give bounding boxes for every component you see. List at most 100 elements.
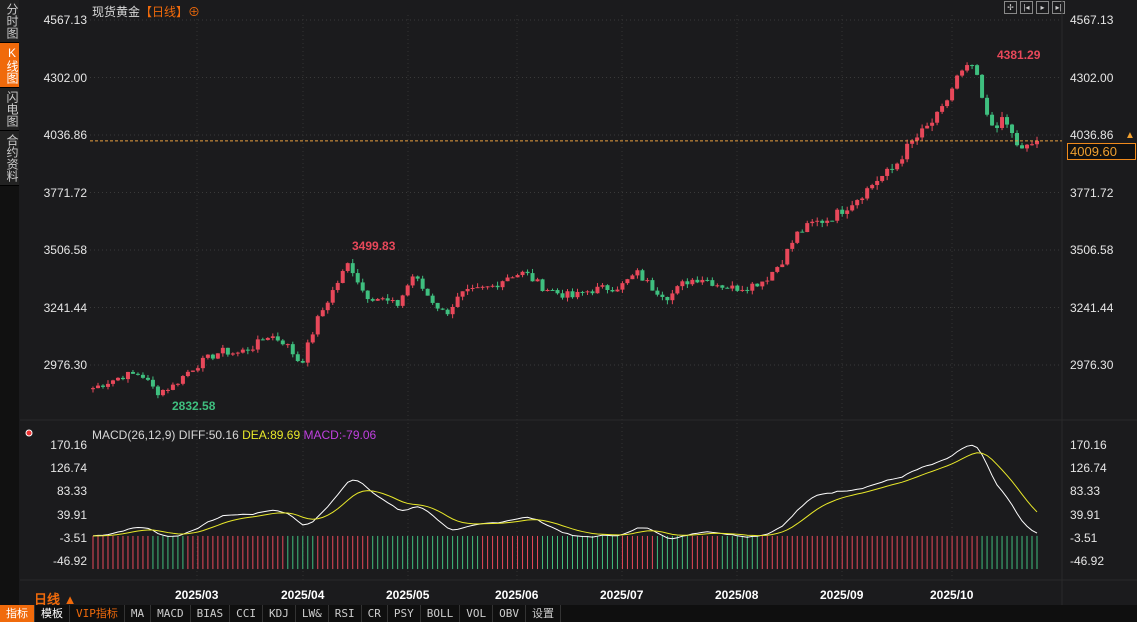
candle-body (430, 295, 435, 303)
toolbar-item-1[interactable]: 模板 (35, 605, 70, 622)
candle-body (560, 293, 565, 298)
candle-body (320, 310, 325, 317)
candle-body (415, 276, 420, 279)
candle-body (945, 100, 950, 107)
candle-body (1020, 145, 1025, 149)
candle-body (850, 205, 855, 211)
period-label[interactable]: 【日线】 (140, 5, 189, 19)
candle-body (165, 389, 170, 391)
candle-body (765, 280, 770, 282)
candle-body (855, 200, 860, 206)
candle-body (220, 347, 225, 354)
date-label: 2025/06 (495, 588, 539, 602)
candle-body (1025, 144, 1030, 149)
price-annotation: 2832.58 (172, 399, 216, 413)
candle-body (535, 279, 540, 282)
toolbar-item-14[interactable]: OBV (493, 605, 526, 622)
candle-body (525, 271, 530, 274)
play-icon[interactable]: ▸ (1036, 1, 1049, 14)
candle-body (470, 287, 475, 289)
instrument-name: 现货黄金 (92, 5, 141, 19)
candle-body (585, 291, 590, 293)
candle-body (720, 285, 725, 288)
candle-body (885, 168, 890, 176)
candle-body (280, 340, 285, 345)
candle-body (190, 370, 195, 372)
toolbar-item-15[interactable]: 设置 (526, 605, 561, 622)
price-axis-left-label: 3241.44 (43, 300, 87, 315)
toolbar-item-5[interactable]: BIAS (191, 605, 231, 622)
tab-kline[interactable]: K线图 (0, 43, 19, 88)
tab-contract-info[interactable]: 合约资料 (0, 131, 19, 186)
candle-body (295, 354, 300, 362)
crosshair-icon[interactable]: ✢ (1004, 1, 1017, 14)
candle-body (690, 279, 695, 285)
date-label: 2025/07 (600, 588, 644, 602)
prev-icon[interactable]: |◂ (1020, 1, 1033, 14)
toolbar-item-8[interactable]: LW& (296, 605, 329, 622)
candle-body (405, 285, 410, 296)
candle-body (495, 285, 500, 288)
tab-flash[interactable]: 闪电图 (0, 88, 19, 131)
macd-axis-right-label: 170.16 (1070, 438, 1107, 452)
candle-body (125, 371, 130, 380)
candle-body (425, 288, 430, 296)
toolbar-item-0[interactable]: 指标 (0, 605, 35, 622)
candle-body (375, 298, 380, 301)
candle-body (950, 88, 955, 101)
candle-body (350, 263, 355, 274)
tab-timeshare[interactable]: 分时图 (0, 0, 19, 43)
candle-body (370, 299, 375, 301)
candle-body (105, 383, 110, 387)
candle-body (240, 349, 245, 353)
toolbar-item-11[interactable]: PSY (388, 605, 421, 622)
toolbar-item-4[interactable]: MACD (151, 605, 191, 622)
price-axis-left-label: 2976.30 (43, 358, 87, 372)
candle-body (635, 270, 640, 276)
macd-axis-right-label: 39.91 (1070, 507, 1101, 522)
candle-body (100, 385, 105, 387)
period-toggle[interactable]: 日线 ▲ (34, 592, 77, 607)
candle-body (895, 163, 900, 170)
candle-body (335, 282, 340, 291)
candle-body (485, 286, 490, 288)
macd-value: MACD:-79.06 (303, 428, 377, 442)
next-icon[interactable]: ▸| (1052, 1, 1065, 14)
candle-body (435, 302, 440, 309)
candle-body (150, 379, 155, 387)
date-label: 2025/10 (930, 588, 974, 602)
candle-body (935, 111, 940, 123)
candle-body (145, 377, 150, 380)
toolbar-item-13[interactable]: VOL (460, 605, 494, 622)
toolbar-item-6[interactable]: CCI (230, 605, 263, 622)
candle-body (445, 309, 450, 315)
toolbar-item-10[interactable]: CR (362, 605, 388, 622)
toolbar-item-3[interactable]: MA (125, 605, 152, 622)
toolbar-item-7[interactable]: KDJ (263, 605, 296, 622)
toolbar-item-2[interactable]: VIP指标 (70, 605, 125, 622)
candle-body (820, 220, 825, 223)
candle-body (805, 223, 810, 233)
candle-body (95, 385, 100, 389)
candle-body (550, 289, 555, 291)
candle-body (955, 75, 960, 89)
date-label: 2025/03 (175, 588, 219, 602)
candle-body (465, 288, 470, 292)
candle-body (175, 383, 180, 385)
toolbar-item-12[interactable]: BOLL (421, 605, 461, 622)
price-axis-right-label: 3771.72 (1070, 185, 1114, 200)
candle-body (975, 65, 980, 75)
candle-body (385, 298, 390, 301)
candle-body (260, 339, 265, 341)
toolbar-item-9[interactable]: RSI (329, 605, 362, 622)
candle-body (810, 221, 815, 224)
candle-body (225, 347, 230, 355)
candle-body (890, 168, 895, 170)
candle-body (215, 353, 220, 359)
candle-body (450, 306, 455, 315)
candle-body (420, 278, 425, 289)
candle-body (205, 354, 210, 358)
candle-body (510, 277, 515, 279)
macd-header: MACD(26,12,9) DIFF:50.16 DEA:89.69 MACD:… (92, 428, 376, 442)
